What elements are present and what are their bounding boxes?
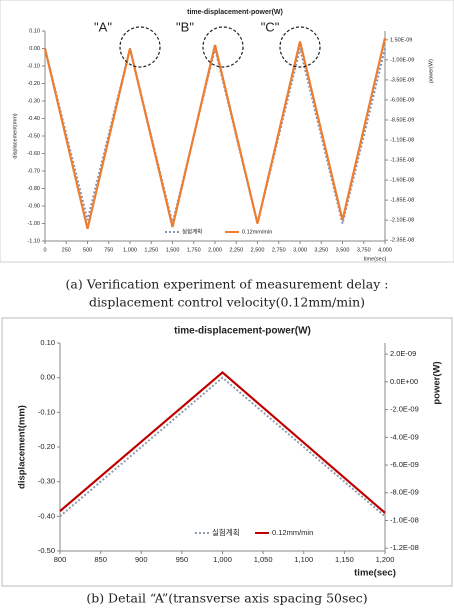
x-tick-label: 1,100 — [294, 555, 313, 564]
x-tick-label: 800 — [54, 555, 67, 564]
y2-tick-label: -1.2E-08 — [390, 543, 419, 552]
x-tick-label: 250 — [62, 247, 71, 253]
y-axis-title: displacement(mm) — [17, 405, 28, 489]
x-tick-label: 850 — [94, 555, 107, 564]
y-tick-label: -0.50 — [38, 546, 55, 555]
y-tick-label: -0.20 — [27, 81, 40, 87]
y2-tick-label: -2.0E-09 — [390, 405, 419, 414]
x-tick-label: 2,250 — [229, 247, 243, 253]
x-tick-label: 1,000 — [123, 247, 137, 253]
series-line — [43, 37, 387, 230]
chart-frame — [0, 0, 454, 263]
y2-tick-label: 1.50E-09 — [390, 37, 412, 43]
y-tick-label: -1.10 — [27, 238, 40, 244]
y-tick-label: -0.10 — [27, 63, 40, 69]
x-tick-label: 3,000 — [293, 247, 307, 253]
y2-axis-title: power(W) — [428, 59, 434, 83]
y-tick-label: -0.70 — [27, 168, 40, 174]
y-tick-label: -0.40 — [27, 116, 40, 122]
x-tick-label: 1,200 — [376, 555, 395, 564]
y2-tick-label: 0.0E+00 — [390, 377, 418, 386]
annotation-circle — [202, 26, 244, 68]
y-tick-label: -0.10 — [38, 407, 55, 416]
y2-tick-label: -6.00E-09 — [390, 97, 414, 103]
x-tick-label: 2,500 — [251, 247, 265, 253]
x-tick-label: 3,750 — [357, 247, 371, 253]
x-tick-label: 750 — [104, 247, 113, 253]
annotation: "A" — [94, 19, 112, 34]
x-tick-label: 4,000 — [378, 247, 392, 253]
x-tick-label: 2,000 — [208, 247, 222, 253]
x-tick-label: 950 — [176, 555, 189, 564]
chart-frame — [1, 317, 453, 587]
chart-title: time-displacement-power(W) — [174, 326, 311, 337]
caption: (a) Verification experiment of measureme… — [66, 277, 389, 292]
y-tick-label: -0.30 — [27, 98, 40, 104]
y-tick-label: 0.00 — [40, 373, 55, 382]
y-axis-title: displacement(mm) — [12, 113, 18, 158]
y-tick-label: 0.10 — [29, 28, 40, 34]
legend-label: 실험계획 — [212, 527, 240, 537]
y2-tick-label: -8.50E-09 — [390, 117, 414, 123]
y-tick-label: -0.90 — [27, 203, 40, 209]
y2-tick-label: 2.0E-09 — [390, 349, 416, 358]
x-tick-label: 1,150 — [335, 555, 354, 564]
caption: (b) Detail “A”(transverse axis spacing 5… — [86, 591, 367, 606]
y2-tick-label: -3.50E-09 — [390, 77, 414, 83]
y-tick-label: -0.30 — [38, 477, 55, 486]
annotation: "B" — [176, 19, 194, 34]
y2-tick-label: -2.35E-08 — [390, 238, 414, 244]
annotation: "C" — [261, 19, 280, 34]
y-tick-label: -1.00 — [27, 221, 40, 227]
series-line — [59, 376, 386, 518]
x-axis-title: time(sec) — [354, 568, 396, 579]
y-tick-label: 0.00 — [29, 46, 40, 52]
x-tick-label: 1,050 — [254, 555, 273, 564]
x-axis-title: time(sec) — [364, 256, 387, 262]
caption: displacement control velocity(0.12mm/min… — [89, 295, 365, 310]
x-tick-label: 3,500 — [336, 247, 350, 253]
legend-label: 실험계획 — [182, 227, 202, 235]
y2-axis-title: power(W) — [432, 361, 443, 404]
y2-tick-label: -1.60E-08 — [390, 178, 414, 184]
y2-tick-label: -4.0E-09 — [390, 432, 419, 441]
y2-tick-label: -6.0E-09 — [390, 460, 419, 469]
x-tick-label: 1,250 — [144, 247, 158, 253]
legend-label: 0.12mm/min — [272, 528, 313, 537]
y2-tick-label: -1.00E-09 — [390, 57, 414, 63]
chart-title: time-displacement-power(W) — [187, 9, 283, 16]
x-tick-label: 0 — [43, 247, 46, 253]
y2-tick-label: -8.0E-09 — [390, 488, 419, 497]
x-tick-label: 2,750 — [272, 247, 286, 253]
y2-tick-label: -1.35E-08 — [390, 157, 414, 163]
annotation-circle — [119, 26, 161, 68]
y-tick-label: 0.10 — [40, 338, 55, 347]
y-tick-label: -0.50 — [27, 133, 40, 139]
y-tick-label: -0.40 — [38, 511, 55, 520]
y2-tick-label: -2.10E-08 — [390, 218, 414, 224]
x-tick-label: 3,250 — [314, 247, 328, 253]
y2-tick-label: -1.0E-08 — [390, 515, 419, 524]
x-tick-label: 900 — [135, 555, 148, 564]
x-tick-label: 500 — [83, 247, 92, 253]
y2-tick-label: -1.85E-08 — [390, 198, 414, 204]
annotation-circle — [279, 26, 321, 68]
y-tick-label: -0.80 — [27, 186, 40, 192]
y-tick-label: -0.60 — [27, 151, 40, 157]
series-line — [59, 371, 386, 514]
x-tick-label: 1,000 — [213, 555, 232, 564]
x-tick-label: 1,750 — [187, 247, 201, 253]
x-tick-label: 1,500 — [166, 247, 180, 253]
y-tick-label: -0.20 — [38, 442, 55, 451]
legend-label: 0.12mm/min — [242, 229, 272, 235]
y2-tick-label: -1.10E-08 — [390, 137, 414, 143]
